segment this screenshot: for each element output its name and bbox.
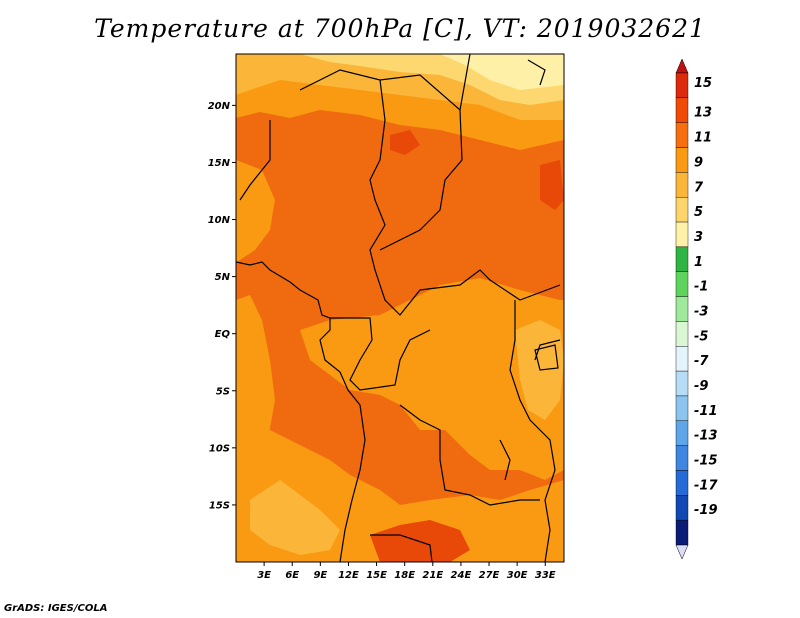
lat-tick-label: 5S bbox=[216, 386, 230, 397]
colorbar-swatch bbox=[675, 271, 689, 297]
border-congo bbox=[330, 317, 431, 391]
colorbar-swatch bbox=[675, 395, 689, 421]
temperature-field bbox=[236, 54, 564, 562]
colorbar-swatch bbox=[675, 246, 689, 272]
colorbar-label: -17 bbox=[694, 478, 718, 493]
colorbar-swatch bbox=[675, 370, 689, 397]
lat-tick-label: EQ bbox=[215, 329, 231, 340]
colorbar-label: -13 bbox=[694, 429, 718, 444]
colorbar-swatch bbox=[675, 147, 689, 173]
colorbar-label: 3 bbox=[694, 230, 703, 245]
border-nw bbox=[239, 120, 271, 201]
coastline-west bbox=[236, 261, 366, 562]
colorbar-label: 11 bbox=[694, 131, 712, 146]
latitude-axis: 20N 15N 10N 5N EQ 5S 10S 15S bbox=[208, 101, 236, 511]
colorbar-label: 15 bbox=[694, 76, 712, 91]
border-sudan-chad bbox=[379, 109, 463, 251]
border-central bbox=[369, 79, 561, 316]
colorbar-swatch bbox=[675, 221, 689, 248]
border-namibia bbox=[370, 534, 433, 562]
lake-tanganyika bbox=[499, 439, 511, 481]
colorbar-swatch bbox=[675, 420, 689, 446]
lon-tick-label: 27E bbox=[479, 570, 500, 581]
lon-tick-label: 18E bbox=[394, 570, 415, 581]
colorbar-label: 5 bbox=[694, 205, 703, 220]
colorbar-label: -7 bbox=[694, 354, 709, 369]
colorbar-swatch bbox=[675, 122, 689, 148]
lon-tick-label: 15E bbox=[366, 570, 387, 581]
field-13-15-north bbox=[390, 130, 420, 155]
colorbar: 15 13 11 9 7 5 3 1 -1 -3 -5 -7 -9 -11 -13 -15 -17 -19 bbox=[675, 58, 718, 560]
country-borders bbox=[236, 54, 561, 562]
colorbar-swatch bbox=[675, 197, 689, 223]
lon-tick-label: 12E bbox=[338, 570, 359, 581]
colorbar-label: -5 bbox=[694, 329, 708, 344]
field-9-11-central bbox=[300, 278, 564, 480]
colorbar-label: 13 bbox=[694, 106, 712, 121]
lon-tick-label: 3E bbox=[257, 570, 271, 581]
colorbar-label: -19 bbox=[694, 503, 718, 518]
lat-tick-label: 10N bbox=[208, 215, 231, 226]
field-9-11-westcoast bbox=[236, 295, 275, 470]
colorbar-swatch bbox=[675, 97, 689, 123]
colorbar-label: -11 bbox=[694, 404, 718, 419]
field-9-11-nw bbox=[236, 160, 275, 262]
coast-red-sea bbox=[527, 59, 546, 86]
field-13-15-east bbox=[540, 160, 564, 210]
lat-tick-label: 15N bbox=[208, 158, 231, 169]
lat-tick-label: 5N bbox=[215, 272, 231, 283]
colorbar-label: -15 bbox=[694, 454, 718, 469]
colorbar-swatch bbox=[675, 445, 689, 471]
chart-title: Temperature at 700hPa [C], VT: 201903262… bbox=[94, 14, 706, 43]
map-frame bbox=[235, 53, 565, 563]
colorbar-label: 1 bbox=[694, 255, 703, 270]
lon-tick-label: 24E bbox=[451, 570, 472, 581]
lon-tick-label: 9E bbox=[313, 570, 327, 581]
colorbar-swatch bbox=[675, 72, 689, 99]
grads-credit: GrADS: IGES/COLA bbox=[4, 603, 108, 614]
colorbar-swatch bbox=[675, 296, 689, 322]
border-angola-zambia bbox=[399, 404, 540, 506]
lon-tick-label: 21E bbox=[422, 570, 443, 581]
colorbar-label: 9 bbox=[694, 155, 703, 170]
colorbar-label: 7 bbox=[694, 180, 704, 195]
colorbar-label: -3 bbox=[694, 304, 708, 319]
lake-outline bbox=[534, 344, 559, 371]
colorbar-swatch bbox=[675, 172, 689, 198]
colorbar-swatch bbox=[675, 346, 689, 372]
colorbar-bottom-arrow bbox=[675, 544, 689, 560]
colorbar-swatch bbox=[675, 470, 689, 496]
colorbar-swatch bbox=[675, 321, 689, 347]
colorbar-swatch bbox=[675, 519, 689, 546]
colorbar-top-arrow bbox=[675, 58, 689, 74]
colorbar-label: -9 bbox=[694, 379, 708, 394]
lat-tick-label: 10S bbox=[209, 443, 230, 454]
field-13-15-south bbox=[370, 520, 470, 562]
colorbar-swatch bbox=[675, 495, 689, 521]
border-north bbox=[299, 54, 471, 112]
lat-tick-label: 15S bbox=[209, 500, 230, 511]
border-east bbox=[509, 300, 556, 562]
lon-tick-label: 33E bbox=[535, 570, 556, 581]
field-7-9-sw bbox=[250, 480, 340, 555]
longitude-axis: 3E 6E 9E 12E 15E 18E 21E 24E 27E 30E 33E bbox=[257, 562, 556, 581]
lon-tick-label: 6E bbox=[285, 570, 299, 581]
lon-tick-label: 30E bbox=[507, 570, 528, 581]
colorbar-label: -1 bbox=[694, 280, 708, 295]
lat-tick-label: 20N bbox=[208, 101, 231, 112]
